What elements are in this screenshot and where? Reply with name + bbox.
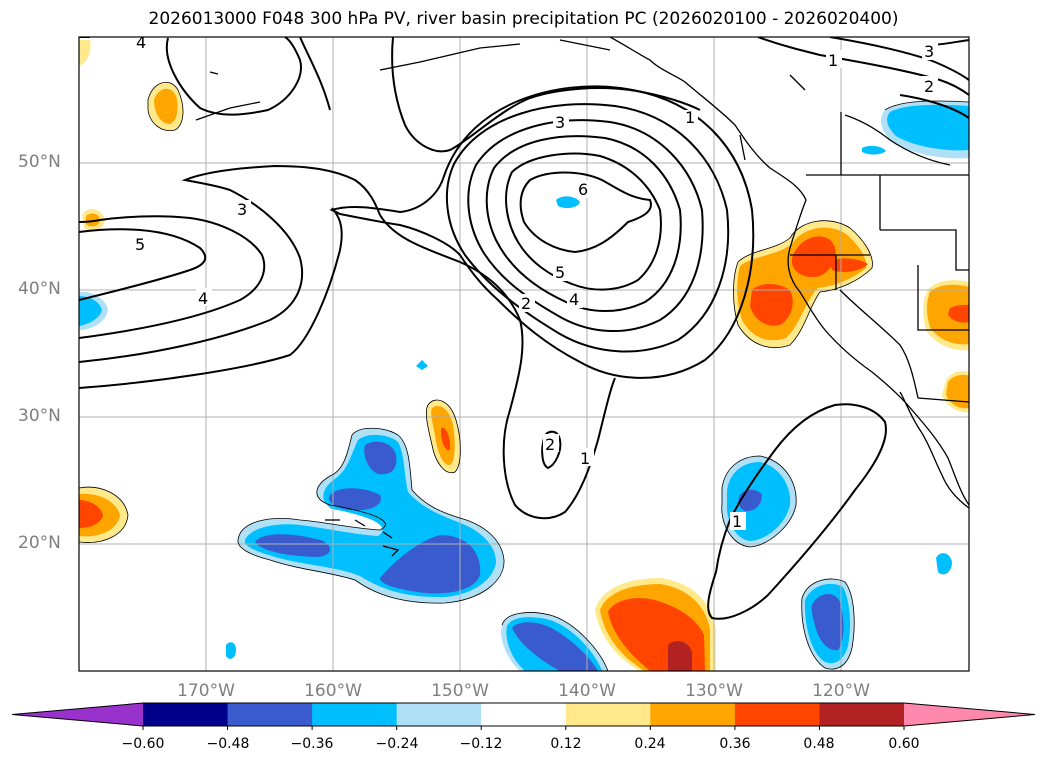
lat-label: 40°N <box>18 279 61 299</box>
colorbar-bin <box>565 703 651 726</box>
small-negative-cell <box>556 196 580 209</box>
colorbar-tick-label: −0.48 <box>206 736 250 752</box>
colorbar-tick-label: −0.24 <box>375 736 419 752</box>
contour-label: 1 <box>732 512 742 531</box>
coastlines <box>195 37 969 557</box>
colorbar-tick-label: −0.36 <box>290 736 334 752</box>
small-negative-cell <box>226 642 236 659</box>
positive-anomaly-gulf <box>154 88 178 124</box>
contour-label: 3 <box>237 200 247 219</box>
colorbar-bin <box>227 703 313 726</box>
contour-label: 5 <box>135 235 145 254</box>
negative-anomaly-142w <box>501 612 608 671</box>
colorbar-bin <box>481 703 567 726</box>
lon-label: 130°W <box>685 681 743 701</box>
colorbar-bin <box>650 703 736 726</box>
contour-label: 3 <box>924 42 934 61</box>
contour-label: 4 <box>136 33 146 52</box>
contour-label: 2 <box>924 77 934 96</box>
negative-anomaly-hawaii <box>237 428 505 604</box>
chart-title: 2026013000 F048 300 hPa PV, river basin … <box>148 9 899 29</box>
contour-label: 1 <box>580 449 590 468</box>
colorbar-extend-high <box>904 703 1035 726</box>
colorbar-tick-label: 0.48 <box>803 736 835 752</box>
contour-label: 6 <box>578 180 588 199</box>
lon-label: 170°W <box>177 681 235 701</box>
contour-label: 2 <box>521 294 531 313</box>
negative-anomaly-west-edge <box>79 296 102 326</box>
lat-label: 50°N <box>18 152 61 172</box>
contour-label: 3 <box>555 113 565 132</box>
graticule <box>79 37 969 671</box>
colorbar-bin <box>312 703 398 726</box>
pv-contours <box>79 37 969 620</box>
colorbar-tick-label: 0.24 <box>634 736 666 752</box>
anomaly-outlines <box>79 81 969 671</box>
contour-labels: 6 5 4 3 2 1 5 4 3 4 2 3 1 2 <box>133 33 938 531</box>
lon-label: 160°W <box>304 681 362 701</box>
small-negative-cell <box>936 553 952 575</box>
contour-label: 2 <box>545 435 555 454</box>
contour-label: 1 <box>828 51 838 70</box>
colorbar-extend-low <box>12 703 143 726</box>
contour-label: 1 <box>685 108 695 127</box>
colorbar-tick-label: 0.12 <box>550 736 582 752</box>
contour-label: 4 <box>569 290 579 309</box>
colorbar-bin <box>396 703 482 726</box>
lon-label: 140°W <box>558 681 616 701</box>
colorbar-bin <box>143 703 229 726</box>
positive-anomaly-corner <box>79 40 91 66</box>
colorbar-bin <box>734 703 820 726</box>
colorbar-bin <box>819 703 905 726</box>
colorbar-tick-label: −0.60 <box>121 736 165 752</box>
lat-label: 30°N <box>18 406 61 426</box>
positive-anomaly-134w <box>595 578 716 671</box>
colorbar-tick-label: −0.12 <box>459 736 503 752</box>
colorbar-tick-label: 0.36 <box>719 736 751 752</box>
lon-label: 120°W <box>812 681 870 701</box>
small-negative-cell <box>862 145 886 155</box>
positive-anomaly-california <box>733 220 873 348</box>
lon-label: 150°W <box>431 681 489 701</box>
contour-label: 5 <box>555 263 565 282</box>
colorbar-tick-label: 0.60 <box>888 736 920 752</box>
positive-anomaly-west-edge <box>79 487 128 543</box>
negative-anomaly-northeast <box>887 104 969 151</box>
contour-label: 4 <box>198 289 208 308</box>
map-frame <box>78 36 970 672</box>
lat-label: 20°N <box>18 533 61 553</box>
positive-anomaly-small <box>86 213 100 227</box>
small-negative-cell <box>416 360 428 370</box>
